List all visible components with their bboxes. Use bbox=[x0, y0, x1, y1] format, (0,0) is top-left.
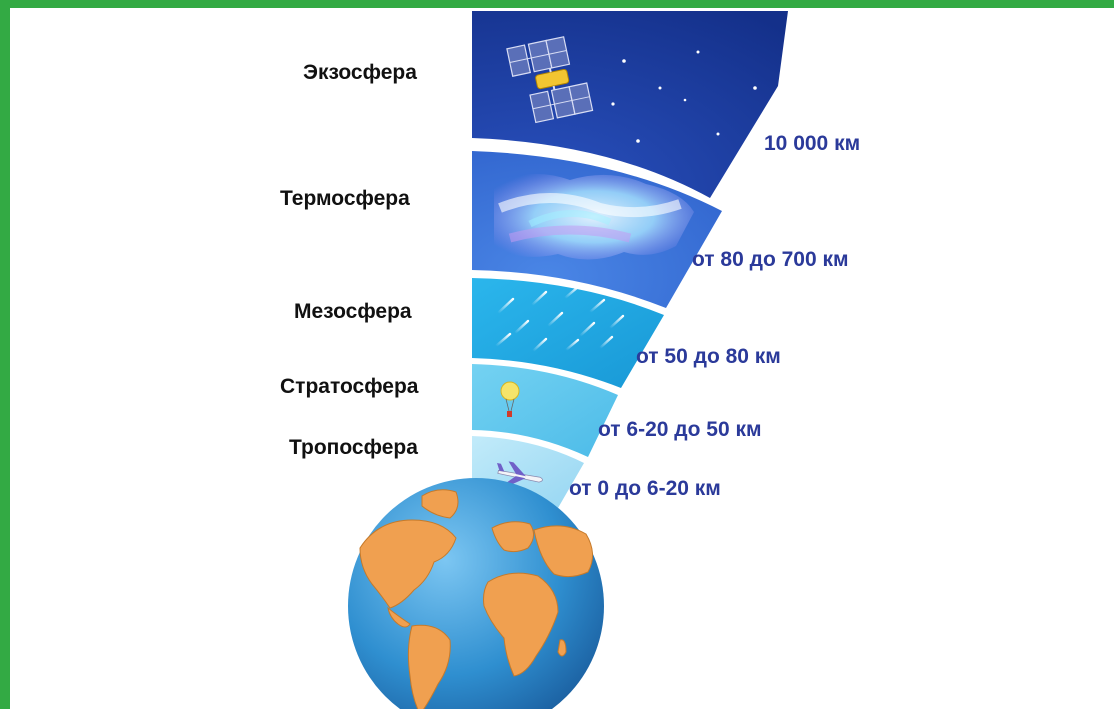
layer-name-troposphere: Тропосфера bbox=[289, 436, 418, 459]
altitude-mesosphere: от 50 до 80 км bbox=[636, 345, 781, 368]
continents bbox=[359, 489, 593, 709]
altitude-exosphere: 10 000 км bbox=[764, 132, 861, 155]
satellite-icon bbox=[506, 36, 594, 124]
stars bbox=[611, 50, 757, 143]
meteors bbox=[494, 285, 625, 353]
earth-globe bbox=[348, 478, 604, 709]
mesosphere-band bbox=[472, 278, 664, 388]
layer-name-mesosphere: Мезосфера bbox=[294, 300, 412, 323]
layer-name-exosphere: Экзосфера bbox=[303, 61, 417, 84]
layer-name-thermosphere: Термосфера bbox=[280, 187, 410, 210]
altitude-thermosphere: от 80 до 700 км bbox=[692, 248, 849, 271]
atmosphere-diagram bbox=[348, 11, 788, 709]
balloon-icon bbox=[500, 381, 520, 417]
layer-name-stratosphere: Стратосфера bbox=[280, 375, 419, 398]
altitude-troposphere: от 0 до 6-20 км bbox=[569, 477, 721, 500]
altitude-stratosphere: от 6-20 до 50 км bbox=[598, 418, 762, 441]
aurora-image bbox=[494, 173, 694, 260]
